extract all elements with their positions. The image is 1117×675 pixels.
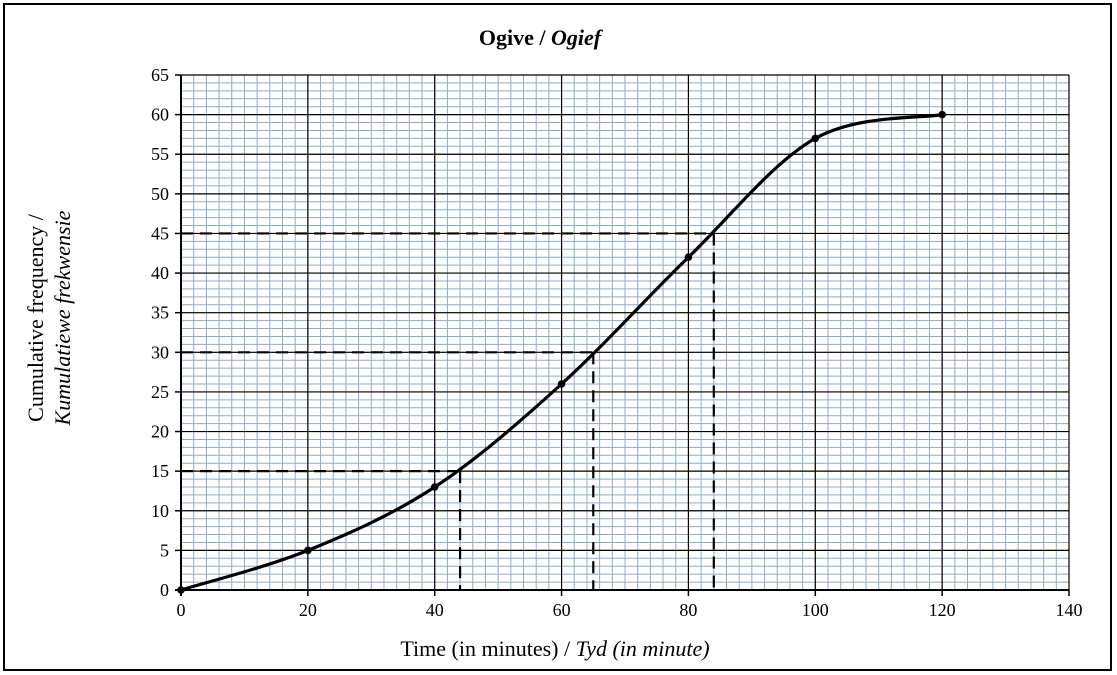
- y-tick-label: 0: [160, 580, 169, 600]
- y-tick-label: 15: [151, 461, 169, 481]
- data-point: [557, 380, 566, 388]
- x-tick-label: 0: [177, 600, 186, 620]
- x-axis-label-italic: Tyd (in minute): [576, 636, 710, 661]
- data-point: [811, 134, 820, 143]
- y-tick-label: 50: [151, 184, 169, 204]
- x-tick-label: 40: [426, 600, 444, 620]
- x-tick-label: 20: [299, 600, 317, 620]
- data-points: [177, 110, 946, 594]
- y-tick-label: 45: [151, 223, 169, 243]
- y-tick-label: 55: [151, 144, 169, 164]
- x-tick-label: 100: [802, 600, 829, 620]
- y-tick-label: 60: [151, 105, 169, 125]
- data-point: [177, 586, 185, 594]
- x-tick-label: 120: [929, 600, 956, 620]
- chart-title: Ogive / Ogief: [479, 25, 604, 50]
- data-point: [430, 483, 439, 491]
- y-tick-label: 20: [151, 422, 169, 442]
- y-axis-label: Cumulative frequency /: [23, 213, 48, 422]
- y-tick-labels: 0 5 10 15 20 25 30 35 40 45 50 55 60 65: [151, 65, 169, 600]
- x-tick-labels: 0 20 40 60 80 100 120 140: [177, 600, 1083, 620]
- x-tick-label: 140: [1056, 600, 1083, 620]
- plot-grid: [175, 74, 1070, 596]
- y-tick-label: 5: [160, 540, 169, 560]
- reference-lines: [181, 232, 715, 590]
- x-tick-label: 80: [679, 600, 697, 620]
- data-point: [304, 546, 312, 555]
- y-tick-label: 10: [151, 501, 169, 521]
- y-tick-label: 25: [151, 382, 169, 402]
- y-tick-label: 35: [151, 303, 169, 323]
- y-tick-label: 65: [151, 65, 169, 85]
- x-tick-label: 60: [553, 600, 571, 620]
- y-axis-label-italic: Kumulatiewe frekwensie: [50, 210, 75, 426]
- x-axis-label-main: Time (in minutes) /: [400, 636, 575, 661]
- y-tick-label: 30: [151, 342, 169, 362]
- chart-title-main: Ogive /: [479, 25, 551, 50]
- y-tick-label: 40: [151, 263, 169, 283]
- chart-title-italic: Ogief: [551, 25, 604, 50]
- ogive-chart: Ogive / Ogief 0 20 40 60 80 100 120 140 0 5 10 15 2…: [23, 25, 1083, 661]
- x-axis-label: Time (in minutes) / Tyd (in minute): [400, 636, 709, 661]
- data-point: [938, 110, 946, 119]
- y-axis-label-group: Cumulative frequency / Kumulatiewe frekw…: [23, 210, 75, 426]
- data-point: [684, 253, 693, 262]
- chart-frame: Ogive / Ogief 0 20 40 60 80 100 120 140 0 5 10 15 2…: [3, 3, 1112, 671]
